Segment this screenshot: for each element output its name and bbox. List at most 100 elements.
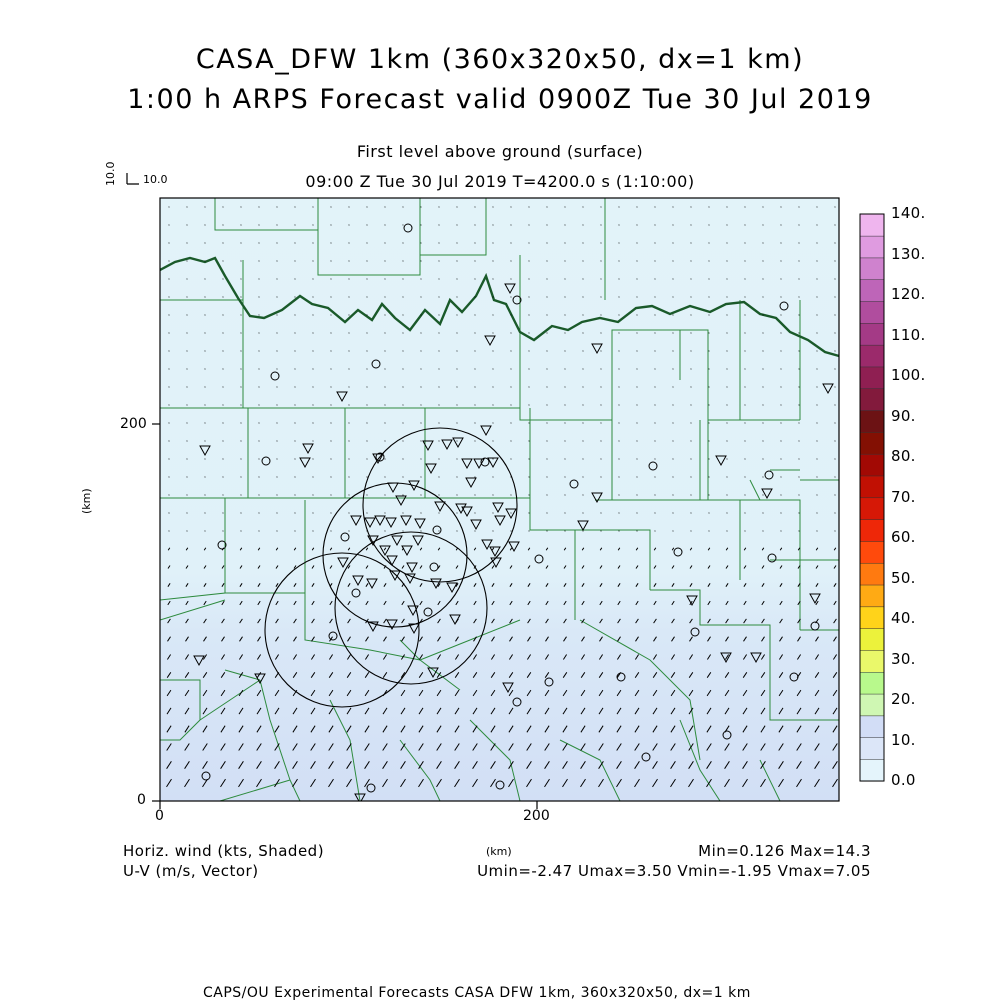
wind-vector [510,206,512,208]
wind-vector [186,512,188,514]
wind-vector [582,386,584,388]
wind-vector [490,707,496,715]
wind-vector [690,368,692,370]
wind-vector [528,494,530,496]
wind-vector [528,476,530,478]
wind-vector [798,440,800,442]
wind-vector [276,386,278,388]
wind-vector [654,494,656,496]
colorbar-swatch [859,388,885,411]
wind-vector [671,636,675,642]
wind-vector [474,260,476,262]
wind-vector [743,547,747,551]
wind-vector [797,618,801,624]
wind-vector [580,689,586,697]
wind-vector [185,565,189,569]
wind-vector [384,206,386,208]
colorbar-level-label: 60. [891,528,916,546]
wind-vector [220,725,226,733]
wind-vector [472,654,478,660]
wind-vector [238,707,244,715]
wind-vector [544,725,550,733]
wind-vector [634,689,640,697]
colorbar-swatch [859,497,885,520]
wind-vector [690,530,692,532]
wind-vector [780,512,782,514]
wind-vector [438,512,440,514]
wind-vector [167,547,171,551]
wind-vector [294,368,296,370]
wind-vector [185,600,189,606]
wind-vector [690,278,692,280]
county-boundaries [160,198,839,801]
station-circle-marker [270,371,280,381]
main-title: CASA_DFW 1km (360x320x50, dx=1 km) [195,44,805,75]
wind-vector [438,332,440,334]
wind-vector [202,725,208,733]
wind-vector [744,260,746,262]
wind-vector [474,224,476,226]
wind-vector [202,689,208,697]
wind-vector [780,350,782,352]
wind-vector [526,761,532,769]
wind-vector [725,547,729,551]
wind-vector [725,636,729,642]
wind-vector [491,583,495,587]
wind-vector [312,512,314,514]
wind-vector [510,296,512,298]
wind-vector [636,494,638,496]
wind-vector [456,404,458,406]
wind-vector [202,743,208,751]
wind-vector [418,689,424,697]
wind-vector [798,314,800,316]
wind-vector [402,386,404,388]
wind-vector [653,565,657,569]
wind-vector [294,260,296,262]
wind-vector [276,242,278,244]
wind-vector [690,494,692,496]
wind-vector [726,350,728,352]
wind-vector [510,260,512,262]
wind-vector [582,296,584,298]
wind-vector [384,332,386,334]
station-triangle-marker [337,557,349,569]
wind-vector [420,440,422,442]
wind-vector [204,512,206,514]
wind-vector [492,206,494,208]
station-triangle-marker [809,593,821,605]
wind-vector [509,547,513,551]
wind-vector [834,296,836,298]
wind-vector [276,530,278,532]
wind-vector [437,583,441,587]
wind-vector [420,206,422,208]
wind-vector [816,350,818,352]
wind-vector [492,314,494,316]
wind-vector [492,296,494,298]
wind-vector [346,743,352,751]
wind-vector [834,368,836,370]
wind-vector [580,725,586,733]
wind-vector [220,743,226,751]
wind-vector [564,422,566,424]
wind-vector [402,458,404,460]
wind-vector [834,278,836,280]
wind-vector [544,672,550,678]
wind-vector [708,332,710,334]
wind-vector [474,296,476,298]
wind-vector [528,350,530,352]
wind-vector [744,332,746,334]
wind-vector [222,476,224,478]
wind-vector [528,458,530,460]
wind-vector [384,512,386,514]
wind-vector [257,618,261,624]
wind-vector [438,224,440,226]
wind-vector [780,332,782,334]
wind-vector [240,440,242,442]
wind-vector [672,242,674,244]
wind-vector [600,224,602,226]
wind-vector [672,224,674,226]
wind-vector [418,725,424,733]
colorbar-swatch [859,606,885,629]
wind-vector [636,332,638,334]
wind-vector [527,583,531,587]
